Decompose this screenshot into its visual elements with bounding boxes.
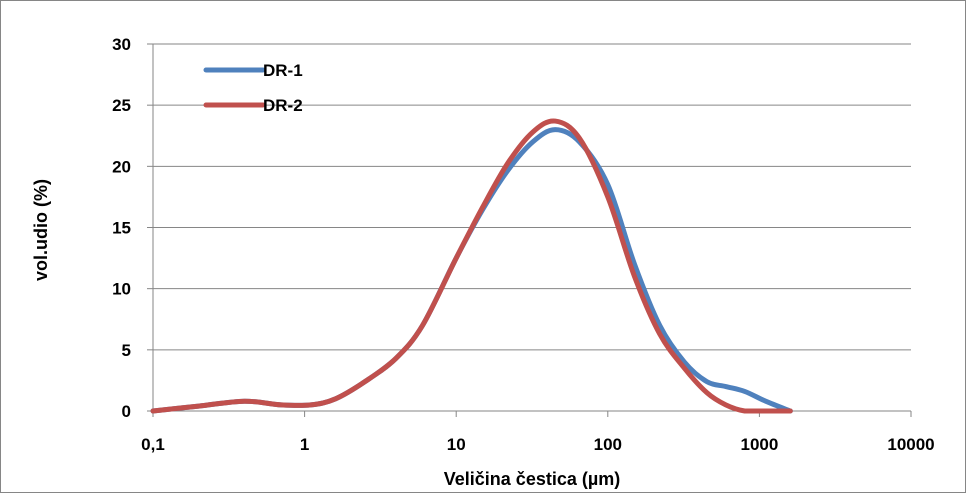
gridlines — [153, 43, 911, 351]
x-tick-label-1: 1 — [300, 435, 309, 454]
series-line-DR-2 — [150, 118, 793, 414]
x-axis-title: Veličina čestica (µm) — [444, 469, 620, 489]
y-tick-label-25: 25 — [112, 96, 131, 115]
y-tick-label-5: 5 — [122, 341, 131, 360]
series-line-DR-1 — [150, 127, 793, 414]
y-tick-label-20: 20 — [112, 157, 131, 176]
axes — [147, 43, 912, 417]
legend-label-DR-1: DR-1 — [263, 61, 303, 80]
y-axis-title: vol.udio (%) — [31, 179, 51, 281]
tick-labels: 0 5 10 15 20 25 30 0,1 1 10 100 1000 10000 — [112, 35, 935, 454]
x-tick-label-10: 10 — [447, 435, 466, 454]
x-tick-label-100: 100 — [594, 435, 622, 454]
y-tick-label-10: 10 — [112, 280, 131, 299]
series-lines — [150, 118, 793, 414]
y-tick-label-15: 15 — [112, 219, 131, 238]
y-tick-label-30: 30 — [112, 35, 131, 54]
legend-label-DR-2: DR-2 — [263, 96, 303, 115]
legend: DR-1 DR-2 — [203, 61, 303, 115]
y-tick-label-0: 0 — [122, 402, 131, 421]
x-tick-label-0,1: 0,1 — [141, 435, 165, 454]
x-tick-label-10000: 10000 — [887, 435, 934, 454]
x-tick-label-1000: 1000 — [740, 435, 778, 454]
